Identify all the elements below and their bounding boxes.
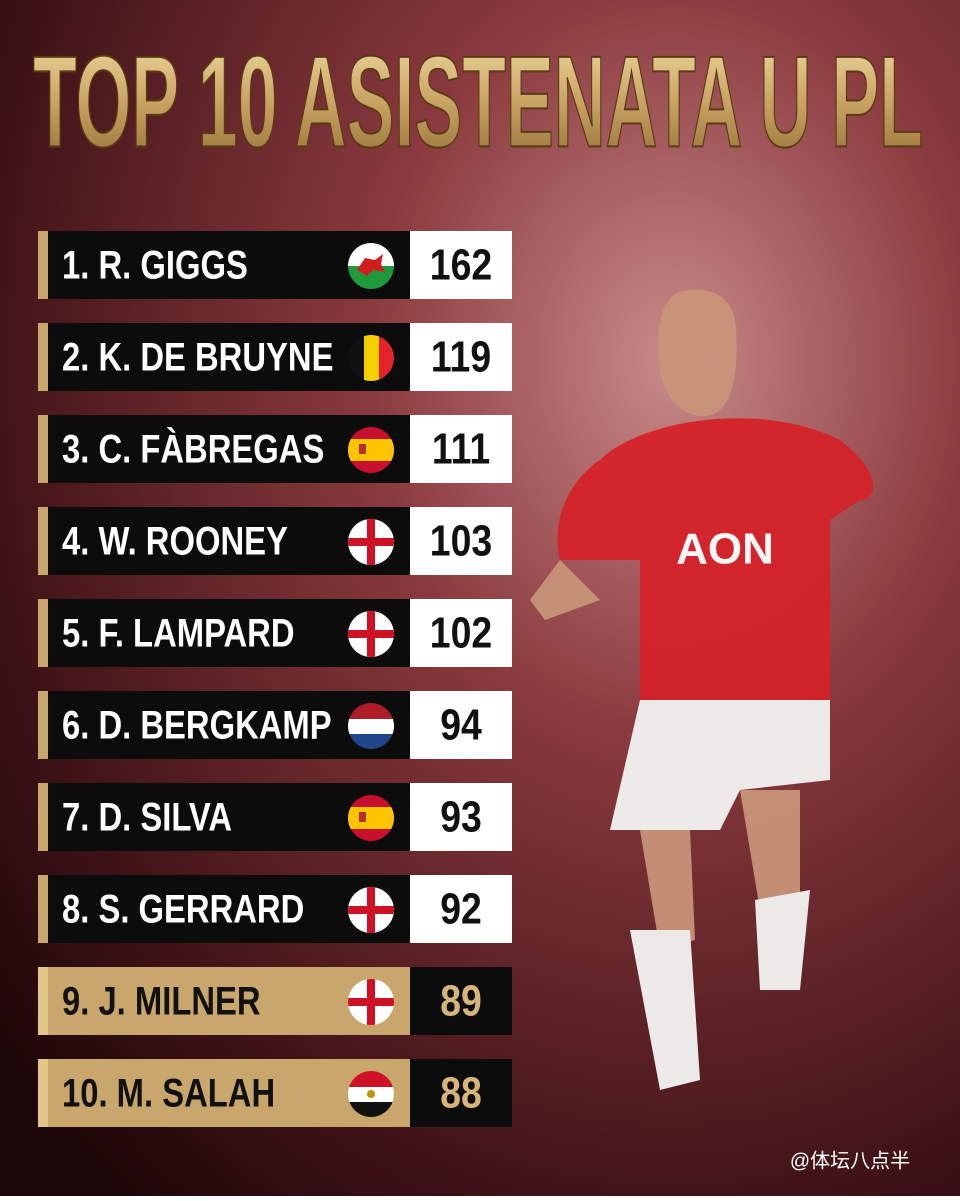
player-name: 3. C. FÀBREGAS xyxy=(62,426,324,471)
flag xyxy=(348,795,394,841)
player-name: 4. W. ROONEY xyxy=(62,518,288,563)
row-background xyxy=(38,1059,410,1127)
player-name: 10. M. SALAH xyxy=(62,1070,275,1115)
ranking-row: 10. M. SALAH 88 xyxy=(38,1059,512,1127)
assist-count: 111 xyxy=(432,424,490,474)
row-accent xyxy=(38,599,48,667)
value-box xyxy=(410,1059,512,1127)
row-accent xyxy=(38,783,48,851)
player-figure: AON xyxy=(530,289,874,1090)
ranking-list: 1. R. GIGGS 162 2. K. DE BRUYNE 119 3. C. FÀ… xyxy=(38,231,512,1127)
value-box xyxy=(410,599,512,667)
flag xyxy=(348,243,394,289)
assist-count: 94 xyxy=(440,700,482,750)
row-accent xyxy=(38,415,48,483)
flag xyxy=(348,519,394,565)
assist-count: 92 xyxy=(440,884,482,934)
assist-count: 88 xyxy=(440,1068,482,1118)
row-accent xyxy=(38,507,48,575)
row-background xyxy=(38,415,410,483)
player-name: 7. D. SILVA xyxy=(62,794,232,839)
assist-count: 89 xyxy=(440,976,482,1026)
player-name: 1. R. GIGGS xyxy=(62,242,248,287)
row-background xyxy=(38,507,410,575)
assist-count: 102 xyxy=(430,608,492,658)
flag xyxy=(348,887,394,933)
ranking-row: 3. C. FÀBREGAS 111 xyxy=(38,415,512,483)
ranking-row: 1. R. GIGGS 162 xyxy=(38,231,512,299)
ranking-row: 7. D. SILVA 93 xyxy=(38,783,512,851)
assist-count: 119 xyxy=(431,332,491,382)
row-background xyxy=(38,875,410,943)
row-background xyxy=(38,691,410,759)
row-background xyxy=(38,323,410,391)
player-name: 5. F. LAMPARD xyxy=(62,610,295,655)
row-background xyxy=(38,783,410,851)
flag xyxy=(348,611,394,657)
ranking-row: 8. S. GERRARD 92 xyxy=(38,875,512,943)
ranking-row: 5. F. LAMPARD 102 xyxy=(38,599,512,667)
value-box xyxy=(410,231,512,299)
player-name: 6. D. BERGKAMP xyxy=(62,702,332,747)
row-background xyxy=(38,231,410,299)
ranking-row: 9. J. MILNER 89 xyxy=(38,967,512,1035)
row-accent xyxy=(38,323,48,391)
value-box xyxy=(410,415,512,483)
value-box xyxy=(410,507,512,575)
player-name: 8. S. GERRARD xyxy=(62,886,304,931)
flag xyxy=(348,335,394,381)
row-accent xyxy=(38,231,48,299)
row-accent xyxy=(38,691,48,759)
flag xyxy=(348,703,394,749)
value-box xyxy=(410,323,512,391)
row-accent xyxy=(38,1059,48,1127)
assist-count: 93 xyxy=(440,792,482,842)
svg-text:AON: AON xyxy=(676,525,774,574)
assist-count: 103 xyxy=(430,516,492,566)
value-box xyxy=(410,967,512,1035)
value-box xyxy=(410,691,512,759)
watermark: @体坛八点半 xyxy=(790,1149,910,1172)
flag xyxy=(348,1071,394,1117)
player-name: 2. K. DE BRUYNE xyxy=(62,334,333,379)
row-accent xyxy=(38,967,48,1035)
ranking-row: 6. D. BERGKAMP 94 xyxy=(38,691,512,759)
title: TOP 10 ASISTENATA U PL xyxy=(33,28,923,174)
value-box xyxy=(410,875,512,943)
ranking-row: 2. K. DE BRUYNE 119 xyxy=(38,323,512,391)
value-box xyxy=(410,783,512,851)
row-background xyxy=(38,599,410,667)
player-name: 9. J. MILNER xyxy=(62,978,261,1023)
row-background xyxy=(38,967,410,1035)
flag xyxy=(348,427,394,473)
row-accent xyxy=(38,875,48,943)
flag xyxy=(348,979,394,1025)
assist-count: 162 xyxy=(430,240,492,290)
ranking-row: 4. W. ROONEY 103 xyxy=(38,507,512,575)
